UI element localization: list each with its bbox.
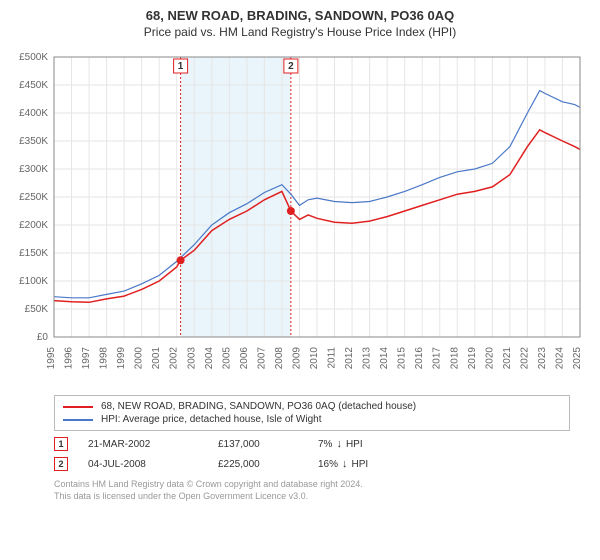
- chart-container: 68, NEW ROAD, BRADING, SANDOWN, PO36 0AQ…: [0, 0, 600, 508]
- svg-text:2002: 2002: [169, 347, 180, 370]
- svg-text:1995: 1995: [46, 347, 57, 370]
- svg-text:2024: 2024: [554, 347, 565, 370]
- svg-text:2007: 2007: [256, 347, 267, 370]
- legend-swatch: [63, 419, 93, 421]
- svg-text:£450K: £450K: [19, 80, 48, 91]
- svg-text:£250K: £250K: [19, 192, 48, 203]
- svg-text:£150K: £150K: [19, 248, 48, 259]
- sale-delta-pct: 16%: [318, 459, 338, 470]
- svg-text:2: 2: [288, 61, 294, 72]
- svg-text:2004: 2004: [204, 347, 215, 370]
- svg-text:2009: 2009: [291, 347, 302, 370]
- legend-row: 68, NEW ROAD, BRADING, SANDOWN, PO36 0AQ…: [63, 400, 561, 413]
- arrow-down-icon: ↓: [336, 438, 342, 450]
- page-subtitle: Price paid vs. HM Land Registry's House …: [10, 25, 590, 39]
- svg-text:2023: 2023: [537, 347, 548, 370]
- svg-text:£0: £0: [37, 332, 49, 343]
- sales-table: 1 21-MAR-2002 £137,000 7% ↓ HPI 2 04-JUL-2008 £2…: [10, 437, 590, 471]
- legend-row: HPI: Average price, detached house, Isle…: [63, 413, 561, 426]
- sale-date: 21-MAR-2002: [88, 439, 198, 450]
- svg-text:£100K: £100K: [19, 276, 48, 287]
- svg-text:£350K: £350K: [19, 136, 48, 147]
- svg-text:2003: 2003: [186, 347, 197, 370]
- svg-text:2016: 2016: [414, 347, 425, 370]
- svg-text:£200K: £200K: [19, 220, 48, 231]
- svg-text:2000: 2000: [134, 347, 145, 370]
- sale-delta: 7% ↓ HPI: [318, 438, 363, 450]
- sale-row: 2 04-JUL-2008 £225,000 16% ↓ HPI: [54, 457, 570, 471]
- svg-text:2017: 2017: [432, 347, 443, 370]
- svg-text:2015: 2015: [397, 347, 408, 370]
- sale-delta-label: HPI: [346, 439, 363, 450]
- svg-text:1: 1: [178, 61, 184, 72]
- legend-label: HPI: Average price, detached house, Isle…: [101, 414, 322, 425]
- svg-text:2021: 2021: [502, 347, 513, 370]
- sale-delta: 16% ↓ HPI: [318, 458, 368, 470]
- svg-text:2008: 2008: [274, 347, 285, 370]
- svg-text:2019: 2019: [467, 347, 478, 370]
- svg-text:1996: 1996: [64, 347, 75, 370]
- chart-area: £0 £50K £100K £150K £200K £250K £300K £350K £400…: [10, 47, 590, 387]
- svg-text:£500K: £500K: [19, 52, 48, 63]
- svg-text:2013: 2013: [362, 347, 373, 370]
- svg-text:2006: 2006: [239, 347, 250, 370]
- legend-swatch: [63, 406, 93, 408]
- sale-price: £225,000: [218, 459, 298, 470]
- svg-text:2010: 2010: [309, 347, 320, 370]
- sale-delta-label: HPI: [352, 459, 369, 470]
- svg-text:2025: 2025: [572, 347, 583, 370]
- sale-price: £137,000: [218, 439, 298, 450]
- svg-text:2020: 2020: [484, 347, 495, 370]
- page-title: 68, NEW ROAD, BRADING, SANDOWN, PO36 0AQ: [10, 8, 590, 23]
- svg-text:2011: 2011: [327, 347, 338, 369]
- sale-row: 1 21-MAR-2002 £137,000 7% ↓ HPI: [54, 437, 570, 451]
- svg-text:£400K: £400K: [19, 108, 48, 119]
- legend: 68, NEW ROAD, BRADING, SANDOWN, PO36 0AQ…: [54, 395, 570, 431]
- legend-label: 68, NEW ROAD, BRADING, SANDOWN, PO36 0AQ…: [101, 401, 416, 412]
- svg-text:1998: 1998: [99, 347, 110, 370]
- sale-delta-pct: 7%: [318, 439, 332, 450]
- footer-line-2: This data is licensed under the Open Gov…: [54, 491, 570, 503]
- svg-text:£300K: £300K: [19, 164, 48, 175]
- svg-text:2012: 2012: [344, 347, 355, 370]
- svg-text:£50K: £50K: [25, 304, 49, 315]
- footer: Contains HM Land Registry data © Crown c…: [54, 479, 570, 502]
- svg-text:1997: 1997: [81, 347, 92, 370]
- line-chart: £0 £50K £100K £150K £200K £250K £300K £350K £400…: [10, 47, 590, 387]
- arrow-down-icon: ↓: [342, 458, 348, 470]
- svg-text:1999: 1999: [116, 347, 127, 370]
- sale-marker-box: 1: [54, 437, 68, 451]
- svg-text:2001: 2001: [151, 347, 162, 370]
- svg-text:2022: 2022: [519, 347, 530, 370]
- svg-text:2014: 2014: [379, 347, 390, 370]
- sale-marker-box: 2: [54, 457, 68, 471]
- sale-date: 04-JUL-2008: [88, 459, 198, 470]
- svg-text:2005: 2005: [221, 347, 232, 370]
- footer-line-1: Contains HM Land Registry data © Crown c…: [54, 479, 570, 491]
- svg-text:2018: 2018: [449, 347, 460, 370]
